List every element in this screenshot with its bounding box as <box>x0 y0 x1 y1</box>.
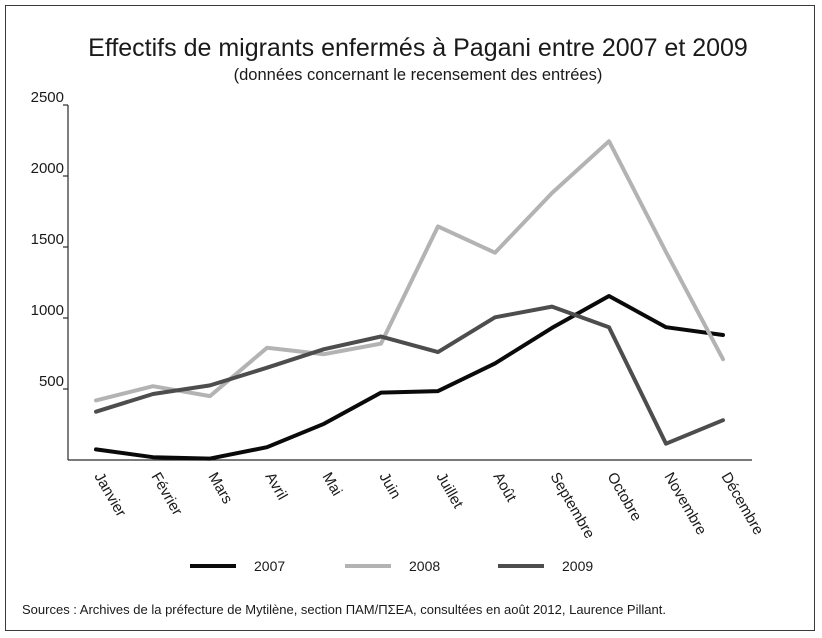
x-tick-label: Janvier <box>91 470 130 520</box>
chart-subtitle: (données concernant le recensement des e… <box>234 66 603 84</box>
series-lines <box>94 139 725 461</box>
series-line-2007 <box>94 294 725 461</box>
legend-label: 2009 <box>562 558 593 574</box>
x-tick-label: Décembre <box>718 470 767 538</box>
y-tick-label: 1000 <box>31 302 64 319</box>
x-tick-label: Juillet <box>433 470 467 512</box>
figure-frame <box>5 5 815 631</box>
y-tick-label: 1500 <box>31 231 64 248</box>
y-tick-label: 2500 <box>31 89 64 106</box>
x-tick-label: Septembre <box>547 470 598 542</box>
x-tick-label: Mai <box>319 470 346 499</box>
x-tick-label: Avril <box>262 470 291 504</box>
series-line-2009 <box>94 304 725 446</box>
x-tick-label: Juin <box>376 470 404 502</box>
source-note: Sources : Archives de la préfecture de M… <box>22 602 666 617</box>
axes <box>63 104 752 461</box>
y-tick-label: 500 <box>39 373 64 390</box>
x-tick-label: Novembre <box>661 470 710 538</box>
chart-title: Effectifs de migrants enfermés à Pagani … <box>88 34 748 62</box>
x-tick-label: Février <box>148 470 186 519</box>
y-tick-label: 2000 <box>31 160 64 177</box>
legend-label: 2007 <box>254 558 285 574</box>
legend-label: 2008 <box>409 558 440 574</box>
x-tick-labels: Janvier Février Mars Avril Mai Juin Juillet Aoû… <box>91 470 767 542</box>
x-tick-label: Mars <box>205 470 236 507</box>
y-tick-labels: 500 1000 1500 2000 2500 <box>31 89 64 390</box>
legend: 2007 2008 2009 <box>190 558 593 574</box>
x-tick-label: Octobre <box>604 470 645 525</box>
series-line-2008 <box>94 139 725 403</box>
x-tick-label: Août <box>490 470 521 506</box>
